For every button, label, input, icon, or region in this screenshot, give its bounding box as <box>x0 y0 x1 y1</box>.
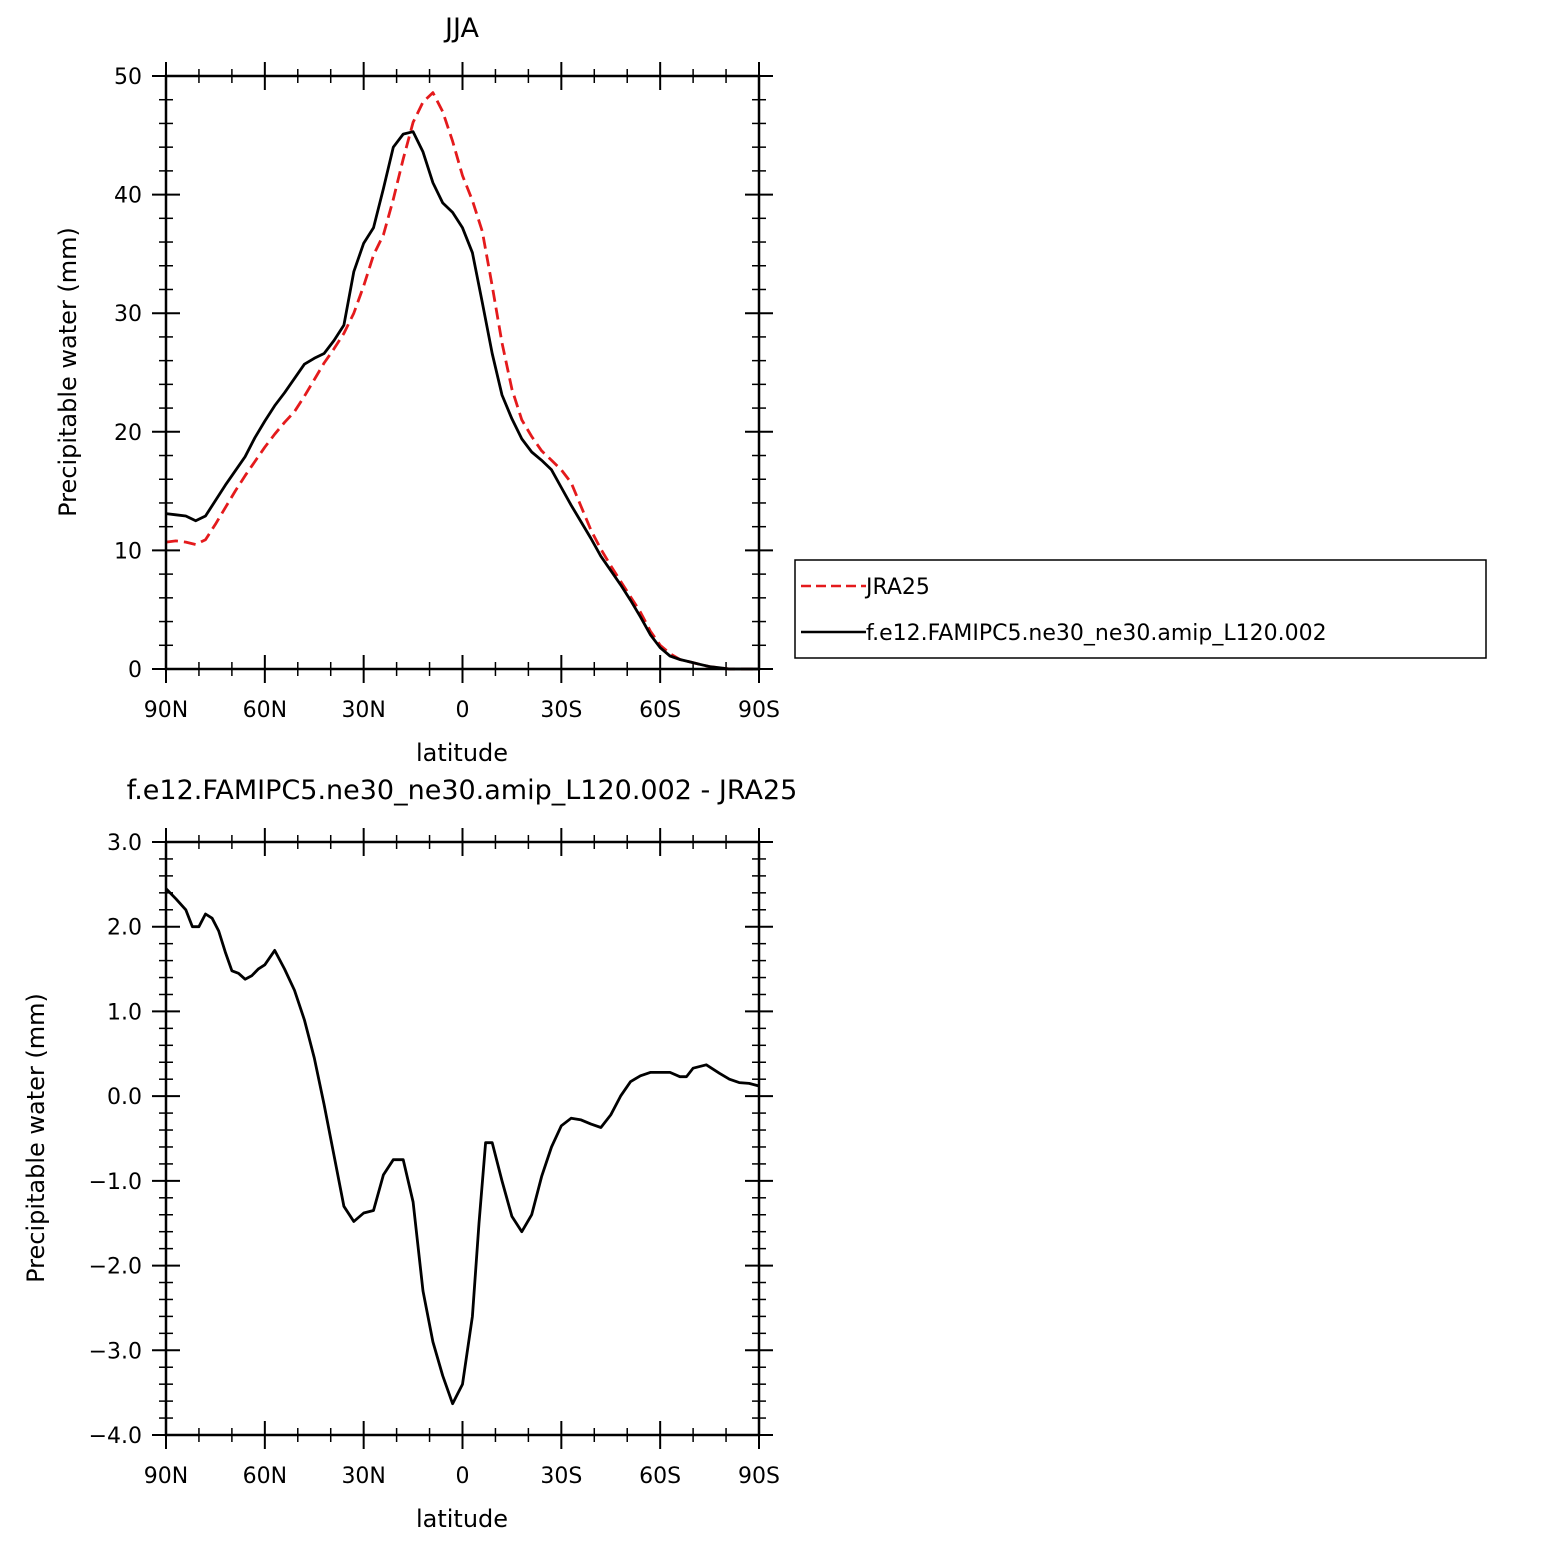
y-tick-label: 1.0 <box>107 1000 142 1025</box>
y-tick-label: 0 <box>128 658 142 683</box>
bottom-x-tick-labels: 90N 60N 30N 0 30S 60S 90S <box>144 1464 780 1489</box>
legend-box <box>794 559 1487 659</box>
y-tick-label: 20 <box>114 421 142 446</box>
y-tick-label: 30 <box>114 302 142 327</box>
y-tick-label: 40 <box>114 184 142 209</box>
legend-label-jra25: JRA25 <box>864 575 930 600</box>
bottom-plot-frame <box>164 840 761 1437</box>
y-tick-label: −1.0 <box>89 1170 142 1195</box>
x-tick-label: 90S <box>738 698 780 723</box>
y-tick-label: 2.0 <box>107 916 142 941</box>
x-tick-label: 30S <box>540 698 582 723</box>
x-tick-label: 0 <box>456 698 470 723</box>
bottom-axis-ticks <box>152 828 773 1449</box>
y-tick-label: 50 <box>114 65 142 90</box>
x-tick-label: 90N <box>144 698 188 723</box>
top-panel: JJA 90N 60N 30N 0 30S 60S 90S 0 10 20 30 40 50 lati… <box>54 13 780 767</box>
y-tick-label: 10 <box>114 539 142 564</box>
y-tick-label: −3.0 <box>89 1339 142 1364</box>
x-tick-label: 90N <box>144 1464 188 1489</box>
x-tick-label: 30S <box>540 1464 582 1489</box>
series-line-jra25 <box>165 91 759 671</box>
y-tick-label: 3.0 <box>107 831 142 856</box>
bottom-panel: f.e12.FAMIPC5.ne30_ne30.amip_L120.002 - … <box>22 775 797 1533</box>
top-x-tick-labels: 90N 60N 30N 0 30S 60S 90S <box>144 698 780 723</box>
x-tick-label: 60N <box>243 698 287 723</box>
legend: JRA25 f.e12.FAMIPC5.ne30_ne30.amip_L120.… <box>794 559 1487 659</box>
series-line-f-e12-famipc5-ne30-ne30-amip-l120-002 <box>165 130 759 671</box>
legend-label-model: f.e12.FAMIPC5.ne30_ne30.amip_L120.002 <box>866 621 1327 646</box>
y-tick-label: −2.0 <box>89 1255 142 1280</box>
top-series-lines <box>165 91 759 671</box>
bottom-y-axis-title: Precipitable water (mm) <box>22 993 50 1283</box>
top-y-tick-labels: 0 10 20 30 40 50 <box>114 65 142 683</box>
bottom-plot-title: f.e12.FAMIPC5.ne30_ne30.amip_L120.002 - … <box>127 775 798 806</box>
bottom-y-tick-labels: −4.0 −3.0 −2.0 −1.0 0.0 1.0 2.0 3.0 <box>89 831 142 1449</box>
y-tick-label: 0.0 <box>107 1085 142 1110</box>
bottom-series-lines <box>164 887 760 1406</box>
x-tick-label: 90S <box>738 1464 780 1489</box>
x-tick-label: 60S <box>639 1464 681 1489</box>
top-x-axis-title: latitude <box>416 739 508 767</box>
series-line-difference <box>164 887 760 1406</box>
y-tick-label: −4.0 <box>89 1424 142 1449</box>
top-axis-ticks <box>152 62 773 683</box>
top-y-axis-title: Precipitable water (mm) <box>54 227 82 517</box>
x-tick-label: 30N <box>341 1464 385 1489</box>
x-tick-label: 60S <box>639 698 681 723</box>
top-plot-title: JJA <box>443 13 479 44</box>
bottom-x-axis-title: latitude <box>416 1505 508 1533</box>
top-plot-frame <box>164 74 761 671</box>
x-tick-label: 60N <box>243 1464 287 1489</box>
x-tick-label: 0 <box>456 1464 470 1489</box>
x-tick-label: 30N <box>341 698 385 723</box>
